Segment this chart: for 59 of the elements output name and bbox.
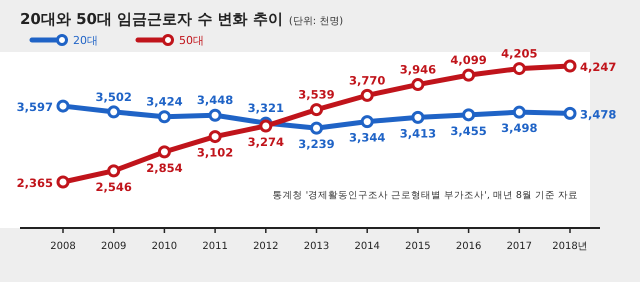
point (411, 110, 424, 124)
data-label: 3,239 (298, 137, 335, 152)
point (56, 100, 70, 113)
x-tick-label: 2017 (506, 241, 532, 252)
data-label: 2,546 (96, 180, 132, 194)
data-label: 3,539 (298, 88, 335, 102)
point (259, 119, 272, 132)
point (564, 60, 576, 72)
point (360, 88, 374, 102)
point (564, 106, 576, 120)
data-label: 3,102 (196, 146, 234, 160)
legend-label: 20대 (73, 34, 98, 47)
point (208, 130, 222, 144)
data-label: 3,344 (349, 130, 386, 145)
data-label: 4,247 (580, 60, 616, 74)
data-label: 3,448 (196, 93, 234, 108)
chart-title: 20대와 50대 임금근로자 수 변화 추이 (20, 10, 283, 28)
data-label: 3,597 (16, 100, 53, 114)
data-label: 3,478 (580, 107, 616, 122)
x-tick-label: 2013 (304, 241, 330, 252)
x-tick-label: 2010 (152, 241, 178, 252)
legend-label: 50대 (179, 34, 204, 47)
data-label: 3,502 (96, 90, 132, 104)
point (56, 176, 70, 188)
point (310, 122, 323, 135)
point (462, 68, 476, 82)
data-label: 3,946 (400, 62, 436, 77)
point (360, 115, 374, 128)
point (158, 145, 171, 158)
x-tick-label: 2014 (354, 241, 380, 252)
data-label: 3,498 (501, 121, 538, 136)
data-label: 4,099 (450, 53, 487, 68)
point (411, 78, 424, 92)
data-label: 3,321 (248, 101, 284, 116)
data-label: 3,413 (400, 126, 436, 140)
x-tick-label: 2012 (253, 241, 279, 252)
x-tick-label: 2016 (456, 241, 482, 252)
x-tick-label: 2018년 (552, 241, 588, 252)
chart-subtitle: (단위: 천명) (288, 16, 344, 27)
text: 통계청 '경제활동인구조사 근로형태별 부가조사', 매년 8월 기준 자료 (272, 190, 578, 201)
data-label: 3,424 (146, 94, 183, 109)
x-tick-label: 2015 (405, 241, 431, 252)
point (462, 108, 476, 122)
x-tick-label: 2008 (50, 241, 76, 252)
data-label: 3,455 (450, 124, 487, 138)
point (512, 106, 526, 119)
point (107, 105, 120, 118)
data-label: 3,770 (349, 73, 386, 88)
point (512, 62, 526, 76)
x-tick-label: 2011 (202, 241, 228, 252)
data-label: 2,365 (16, 176, 53, 190)
data-label: 4,205 (501, 46, 538, 61)
point (107, 164, 120, 178)
x-tick-label: 2009 (100, 241, 126, 252)
point (310, 103, 323, 116)
point (208, 108, 222, 122)
data-label: 3,274 (248, 134, 284, 149)
data-label: 2,854 (146, 160, 183, 175)
point (158, 110, 171, 124)
